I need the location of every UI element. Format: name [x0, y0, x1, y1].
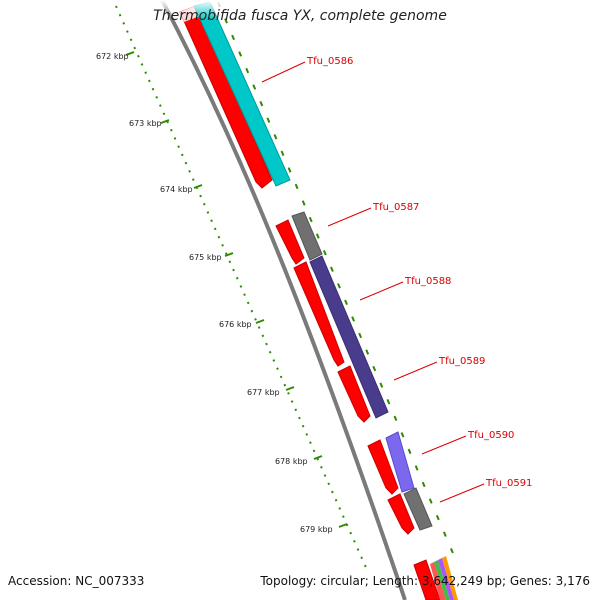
ruler-label: 676 kbp: [219, 320, 252, 329]
gene-label-tfu-0591[interactable]: Tfu_0591: [485, 478, 532, 489]
gene-label-tfu-0587[interactable]: Tfu_0587: [372, 202, 419, 213]
gene-shape-tfu-0588: [309, 255, 389, 419]
cds-track: [179, 5, 441, 600]
leader-line: [393, 361, 438, 381]
outer-ruler: [217, 1, 459, 566]
leader-line: [439, 483, 485, 503]
ruler-tick: [255, 319, 265, 324]
cds-feature: [275, 219, 305, 265]
top-fade: [150, 0, 240, 20]
gene-label-tfu-0590[interactable]: Tfu_0590: [467, 430, 514, 441]
gene-shape-cluster: [434, 560, 450, 600]
genome-backbone: [160, 0, 407, 600]
gene-labels: [261, 61, 485, 503]
ruler-tick: [160, 119, 170, 124]
genome-summary: Topology: circular; Length: 3,642,249 bp…: [260, 574, 590, 588]
ruler-label: 672 kbp: [96, 52, 129, 61]
ruler-tick: [285, 386, 295, 391]
ruler-label: 679 kbp: [300, 525, 333, 534]
gene-track: [193, 1, 458, 600]
cds-feature: [337, 365, 371, 423]
leader-line: [261, 61, 306, 83]
gene-shape-cluster: [438, 558, 454, 600]
leader-line: [359, 281, 404, 301]
ruler-label: 675 kbp: [189, 253, 222, 262]
cds-feature: [387, 493, 415, 535]
cds-feature: [413, 559, 441, 600]
ruler-label: 674 kbp: [160, 185, 193, 194]
ruler-tick: [338, 523, 348, 528]
ruler-major-ticks: [125, 51, 348, 528]
ruler-tick: [313, 455, 323, 460]
ruler-tick: [125, 51, 135, 56]
ruler-label: 678 kbp: [275, 457, 308, 466]
ruler: 672 kbp 673 kbp 674 kbp 675 kbp 676 kbp …: [96, 5, 369, 573]
accession-text: Accession: NC_007333: [8, 574, 145, 588]
ruler-tick: [193, 184, 203, 189]
leader-line: [327, 207, 372, 227]
gene-shape-tfu-0587: [291, 211, 323, 261]
ruler-label: 677 kbp: [247, 388, 280, 397]
gene-shape-cluster: [442, 556, 458, 600]
cds-feature: [293, 261, 345, 367]
gene-label-tfu-0589[interactable]: Tfu_0589: [438, 356, 485, 367]
gene-shape-tfu-0590: [385, 431, 415, 493]
map-title: Thermobifida fusca YX, complete genome: [153, 8, 447, 24]
cds-feature: [179, 5, 273, 189]
gene-shape-tfu-0591: [403, 487, 433, 531]
ruler-tick: [224, 252, 234, 257]
gene-label-tfu-0586[interactable]: Tfu_0586: [306, 56, 353, 67]
cds-feature: [367, 439, 399, 495]
ruler-label: 673 kbp: [129, 119, 162, 128]
leader-line: [421, 435, 467, 455]
gene-label-tfu-0588[interactable]: Tfu_0588: [404, 276, 451, 287]
gene-shape-cluster: [430, 562, 446, 600]
